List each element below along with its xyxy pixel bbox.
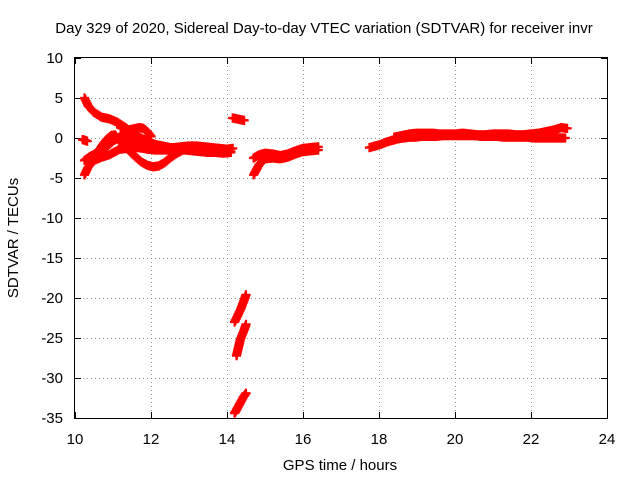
x-tick-label: 22 — [523, 431, 540, 448]
data-point — [241, 388, 251, 398]
series-arc-e — [116, 143, 183, 155]
x-tick-label: 16 — [295, 431, 312, 448]
data-points — [78, 93, 572, 418]
data-point — [241, 319, 251, 329]
x-tick-labels: 10 12 14 16 18 20 22 24 — [67, 431, 616, 448]
x-tick-label: 18 — [371, 431, 388, 448]
data-point — [560, 133, 570, 143]
data-point — [188, 142, 198, 152]
series-arc-m — [230, 388, 251, 418]
plot-frame — [74, 57, 608, 419]
series-arc-f — [116, 123, 156, 141]
data-point — [239, 115, 249, 125]
data-point — [313, 142, 323, 152]
series-arc-h — [228, 113, 249, 125]
axis-ticks — [75, 58, 608, 419]
data-point — [82, 136, 92, 146]
y-tick-label: -30 — [41, 370, 63, 387]
grid-lines — [75, 58, 607, 418]
x-tick-label: 24 — [599, 431, 616, 448]
y-tick-label: -10 — [41, 210, 63, 227]
x-tick-label: 14 — [219, 431, 236, 448]
y-tick-label: -5 — [50, 170, 63, 187]
series-arc-k — [231, 319, 251, 361]
data-point — [226, 147, 236, 157]
data-point — [241, 290, 251, 300]
x-tick-label: 12 — [143, 431, 160, 448]
data-point — [562, 123, 572, 133]
y-tick-label: 5 — [55, 90, 63, 107]
y-tick-labels: 10 5 0 -5 -10 -15 -20 -25 -30 -35 — [41, 50, 63, 427]
y-tick-label: -35 — [41, 410, 63, 427]
x-tick-label: 20 — [447, 431, 464, 448]
series-arc-o — [389, 123, 572, 142]
y-tick-label: -15 — [41, 250, 63, 267]
series-arc-g — [78, 135, 92, 146]
series-arc-j — [249, 142, 323, 163]
x-tick-label: 10 — [67, 431, 84, 448]
y-tick-label: -25 — [41, 330, 63, 347]
y-tick-label: 10 — [46, 50, 63, 67]
data-point — [146, 131, 156, 141]
chart-title: Day 329 of 2020, Sidereal Day-to-day VTE… — [55, 20, 592, 37]
y-tick-label: 0 — [55, 130, 63, 147]
data-point — [173, 145, 183, 155]
x-axis-label: GPS time / hours — [283, 457, 397, 474]
y-axis-label: SDTVAR / TECUs — [5, 178, 22, 298]
series-arc-l — [230, 290, 251, 327]
y-tick-label: -20 — [41, 290, 63, 307]
